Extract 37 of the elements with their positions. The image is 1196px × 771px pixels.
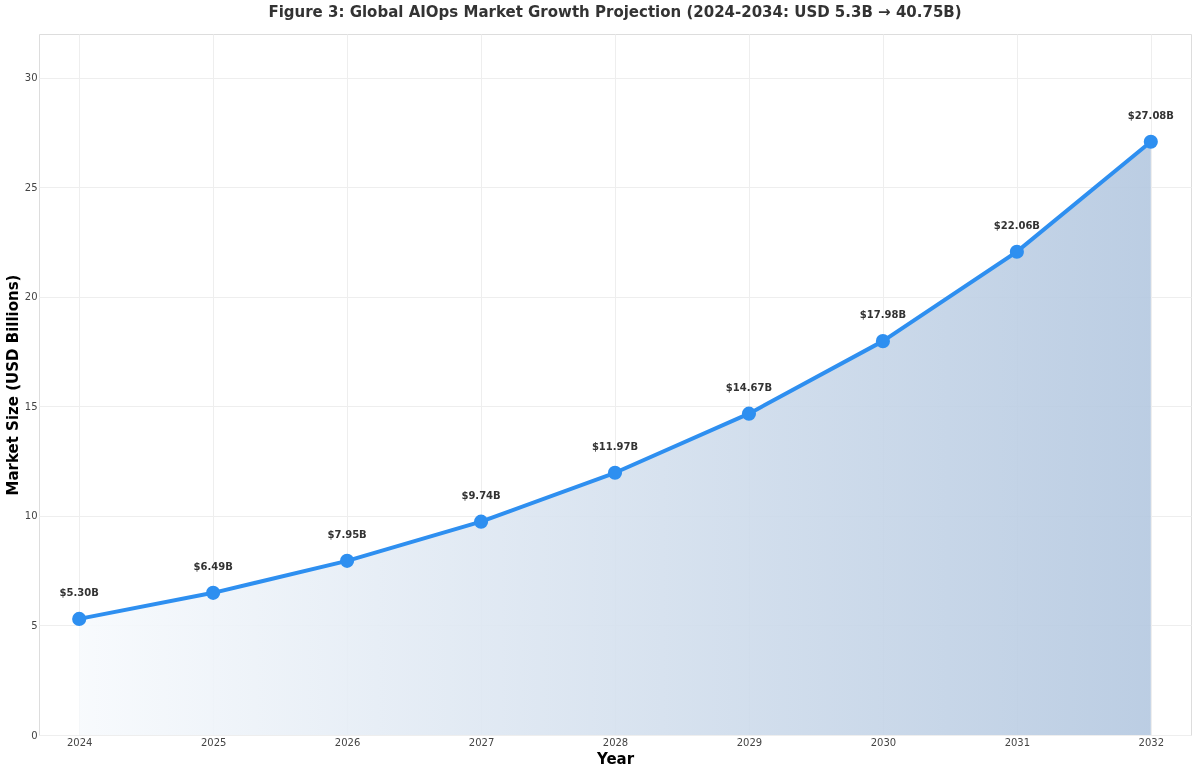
- x-tick-label: 2028: [602, 736, 629, 748]
- x-tick-label: 2024: [66, 736, 93, 748]
- data-label: $9.74B: [461, 489, 501, 501]
- point: [875, 334, 890, 349]
- point: [741, 406, 757, 421]
- chart-title: Figure 3: Global AIOps Market Growth Projection (2024-2034: USD 5.3B → 40.75B): [268, 3, 962, 21]
- x-tick-label: 2026: [334, 736, 361, 748]
- x-tick-label: 2030: [870, 736, 897, 748]
- point: [1143, 134, 1158, 149]
- point: [607, 465, 623, 480]
- x-tick-label: 2031: [1004, 736, 1031, 748]
- x-tick-label: 2027: [468, 736, 495, 748]
- point: [340, 553, 355, 568]
- data-label: $6.49B: [193, 560, 233, 572]
- point: [72, 611, 87, 626]
- point: [206, 585, 221, 600]
- data-label: $7.95B: [327, 528, 367, 540]
- y-tick-label: 0: [31, 729, 38, 741]
- y-tick-label: 30: [24, 72, 38, 84]
- point: [1009, 244, 1024, 259]
- y-tick-label: 20: [24, 291, 38, 303]
- y-tick-label: 5: [31, 619, 38, 631]
- y-tick-label: 10: [24, 510, 38, 522]
- data-label: $27.08B: [1127, 109, 1174, 121]
- data-label: $5.30B: [59, 586, 99, 598]
- x-tick-label: 2032: [1138, 736, 1165, 748]
- data-label: $22.06B: [993, 219, 1040, 231]
- y-tick-label: 15: [24, 400, 38, 412]
- x-tick-label: 2029: [736, 736, 763, 748]
- point: [473, 514, 489, 529]
- y-tick-label: 25: [24, 181, 38, 193]
- data-label: $14.67B: [725, 381, 773, 393]
- data-label: $17.98B: [859, 309, 907, 321]
- x-tick-label: 2025: [200, 736, 227, 748]
- data-label: $11.97B: [591, 440, 639, 452]
- x-axis-title: Year: [595, 749, 635, 768]
- y-axis-title: Market Size (USD Billions): [3, 274, 22, 496]
